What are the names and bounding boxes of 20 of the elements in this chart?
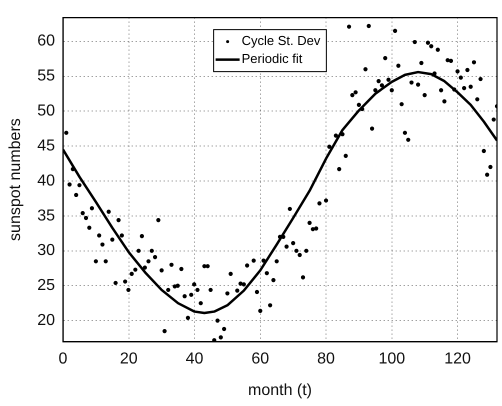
x-axis-title: month (t) xyxy=(248,382,312,399)
y-tick-label: 30 xyxy=(37,242,56,260)
y-axis-title: sunspot numbers xyxy=(7,118,24,241)
y-tick-label: 35 xyxy=(37,207,56,224)
x-tick-label: 120 xyxy=(444,350,471,368)
x-tick-label: 20 xyxy=(120,350,138,368)
y-tick-label: 25 xyxy=(37,277,56,294)
x-tick-label: 80 xyxy=(317,350,336,368)
y-tick-label: 50 xyxy=(37,102,56,120)
x-tick-label: 100 xyxy=(378,350,406,368)
x-tick-label: 60 xyxy=(251,350,270,368)
y-tick-label: 40 xyxy=(37,172,56,190)
x-tick-label: 0 xyxy=(58,350,68,368)
y-tick-label: 60 xyxy=(37,32,56,50)
legend-label: Periodic fit xyxy=(242,51,303,66)
y-tick-label: 20 xyxy=(37,312,56,330)
x-tick-label: 40 xyxy=(186,350,204,368)
legend-label: Cycle St. Dev xyxy=(242,33,321,48)
y-tick-label: 45 xyxy=(37,137,56,154)
y-tick-label: 55 xyxy=(37,68,56,85)
